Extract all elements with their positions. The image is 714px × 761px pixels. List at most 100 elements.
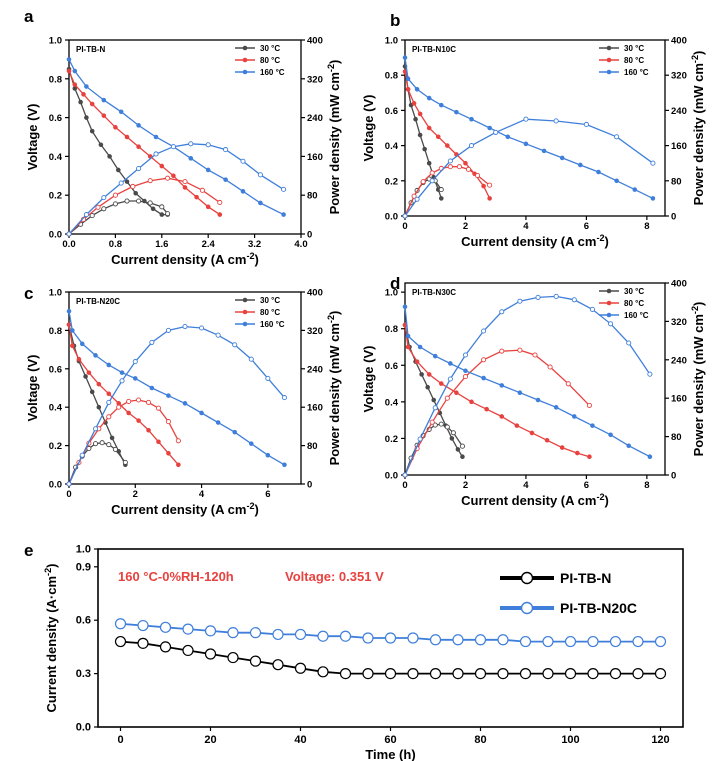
y2-tick-label: 240 bbox=[307, 364, 323, 375]
series-point bbox=[159, 621, 172, 633]
series-2 bbox=[66, 57, 287, 237]
y2-axis-title: Power density (mW cm-2) bbox=[326, 311, 342, 466]
power-point bbox=[132, 359, 138, 365]
power-point bbox=[417, 436, 423, 442]
y2-tick-label: 80 bbox=[307, 441, 318, 452]
series-point bbox=[474, 634, 487, 646]
y-tick-label: 1.0 bbox=[49, 36, 62, 47]
voltage-point bbox=[194, 194, 199, 200]
voltage-point bbox=[455, 447, 461, 452]
voltage-point bbox=[578, 162, 583, 168]
series-2 bbox=[402, 293, 653, 478]
power-point bbox=[119, 378, 125, 384]
power-point bbox=[147, 200, 153, 206]
y-tick-label: 0.0 bbox=[76, 722, 91, 734]
voltage-point bbox=[432, 353, 438, 359]
x-tick-label: 0 bbox=[66, 489, 71, 500]
power-point bbox=[402, 472, 408, 478]
voltage-point bbox=[499, 414, 505, 419]
power-point bbox=[215, 332, 221, 338]
voltage-point bbox=[124, 179, 130, 184]
x-axis-title: Current density (A cm-2) bbox=[461, 492, 609, 508]
voltage-point bbox=[70, 343, 75, 349]
series-point bbox=[384, 632, 397, 644]
power-point bbox=[481, 328, 487, 334]
voltage-point bbox=[449, 436, 455, 441]
series-0 bbox=[402, 322, 465, 478]
voltage-point bbox=[523, 141, 529, 147]
voltage-point bbox=[425, 384, 430, 390]
y-tick-label: 0.6 bbox=[49, 364, 62, 375]
power-point bbox=[165, 175, 171, 181]
panel-letter: a bbox=[24, 7, 34, 26]
voltage-point bbox=[98, 142, 104, 148]
voltage-point bbox=[132, 376, 138, 381]
y-tick-label: 0.8 bbox=[385, 324, 398, 335]
series-point bbox=[249, 655, 262, 667]
voltage-point bbox=[469, 399, 474, 405]
x-tick-label: 40 bbox=[294, 734, 306, 746]
voltage-point bbox=[136, 123, 141, 128]
voltage-point bbox=[66, 57, 72, 62]
y-tick-label: 1.0 bbox=[385, 288, 398, 299]
voltage-point bbox=[650, 196, 656, 201]
voltage-point bbox=[176, 462, 181, 468]
voltage-point bbox=[217, 212, 223, 217]
series-point bbox=[317, 630, 329, 642]
x-tick-label: 2 bbox=[463, 221, 468, 232]
power-line bbox=[68, 200, 169, 235]
voltage-point bbox=[417, 132, 423, 138]
voltage-point bbox=[106, 391, 112, 397]
series-point bbox=[317, 666, 329, 678]
voltage-point bbox=[107, 154, 112, 159]
power-point bbox=[647, 371, 653, 377]
voltage-point bbox=[517, 390, 523, 396]
panel-b: b0 2 4 6 80.00.20.40.60.81.0080160240320400P… bbox=[361, 11, 706, 249]
power-line bbox=[68, 399, 179, 485]
voltage-point bbox=[248, 441, 254, 446]
voltage-line bbox=[404, 325, 590, 458]
power-point bbox=[126, 398, 132, 404]
voltage-point bbox=[156, 439, 161, 445]
legend-label: 30 °C bbox=[260, 44, 280, 53]
voltage-point bbox=[89, 101, 95, 107]
legend-marker bbox=[606, 300, 612, 306]
power-point bbox=[116, 404, 122, 410]
power-point bbox=[411, 193, 417, 199]
plot-title: PI-TB-N10C bbox=[412, 45, 456, 54]
series-point bbox=[587, 635, 599, 648]
voltage-point bbox=[66, 308, 72, 314]
voltage-line bbox=[404, 306, 651, 458]
series-point bbox=[452, 667, 464, 680]
voltage-point bbox=[133, 190, 139, 196]
y-axis-title: Voltage (V) bbox=[25, 104, 40, 171]
voltage-point bbox=[484, 406, 489, 412]
voltage-point bbox=[89, 128, 95, 134]
series-1 bbox=[402, 69, 493, 219]
voltage-point bbox=[136, 144, 141, 150]
power-point bbox=[447, 158, 453, 164]
y-tick-label: 0.0 bbox=[385, 471, 398, 482]
voltage-point bbox=[435, 134, 441, 140]
voltage-point bbox=[438, 381, 444, 386]
series-point bbox=[609, 667, 622, 680]
power-point bbox=[99, 440, 105, 446]
power-point bbox=[112, 201, 118, 207]
y2-tick-label: 80 bbox=[671, 432, 682, 443]
power-point bbox=[553, 118, 559, 124]
power-point bbox=[147, 178, 153, 184]
voltage-point bbox=[109, 435, 115, 441]
y-tick-label: 0.0 bbox=[49, 480, 62, 491]
power-point bbox=[589, 306, 595, 312]
voltage-point bbox=[150, 206, 156, 212]
legend-label: 160 °C bbox=[624, 311, 649, 320]
series-point bbox=[182, 623, 194, 635]
legend-marker bbox=[242, 309, 248, 315]
voltage-point bbox=[438, 102, 444, 108]
power-point bbox=[182, 179, 188, 185]
x-tick-label: 6 bbox=[584, 480, 589, 491]
power-point bbox=[217, 199, 223, 206]
x-tick-label: 20 bbox=[204, 734, 216, 746]
x-tick-label: 2.4 bbox=[202, 239, 216, 250]
